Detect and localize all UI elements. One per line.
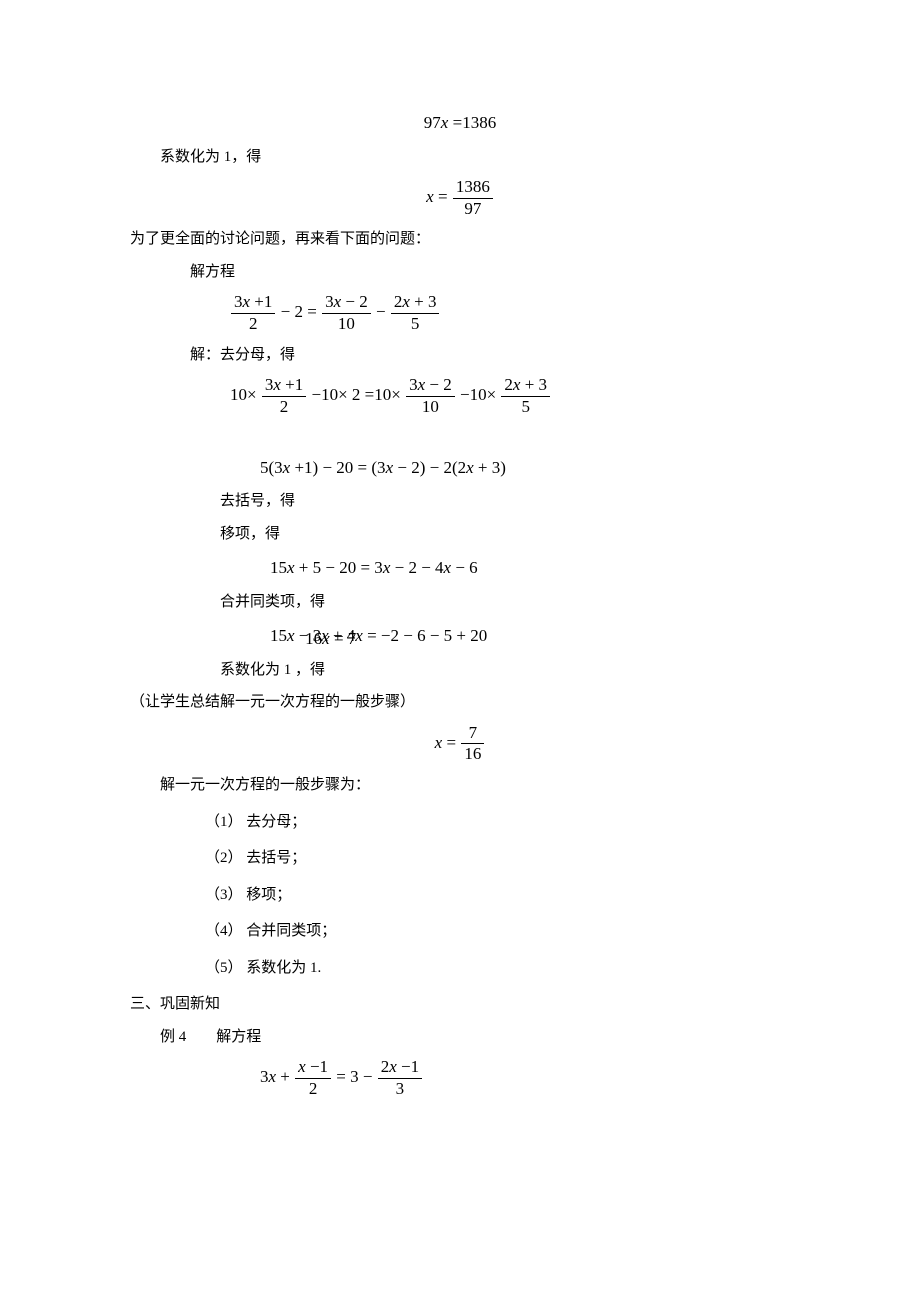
text-remove-denom: 解：去分母，得 [130, 344, 790, 367]
equation-6: 15x + 5 − 20 = 3x − 2 − 4x − 6 [130, 555, 790, 581]
text-coef-to-1: 系数化为 1，得 [130, 146, 790, 169]
text-coef-1: 系数化为 1 ，得 [130, 659, 790, 682]
equation-4: 10× 3x +1 2 −10× 2 =10× 3x − 2 10 −10× 2… [130, 376, 790, 416]
denominator: 97 [453, 199, 493, 219]
text-move-terms: 移项，得 [130, 523, 790, 546]
equation-1: 97x =1386 [130, 110, 790, 136]
equation-3: 3x +1 2 − 2 = 3x − 2 10 − 2x + 3 5 [130, 293, 790, 333]
example-4-title: 例 4 解方程 [130, 1026, 790, 1049]
equation-8: x = 7 16 [130, 724, 790, 764]
step-5: （5） 系数化为 1. [130, 957, 790, 980]
text-combine: 合并同类项，得 [130, 591, 790, 614]
text-more-discuss: 为了更全面的讨论问题，再来看下面的问题： [130, 228, 790, 251]
coef: 97 [424, 113, 441, 132]
section-3-title: 三、巩固新知 [130, 993, 790, 1016]
text-general-steps: 解一元一次方程的一般步骤为： [130, 774, 790, 797]
equation-7: 15x − 3x + 4x =16x = 7 −2 − 6 − 5 + 20 [130, 623, 790, 649]
numerator: 1386 [453, 178, 493, 199]
equation-9: 3x + x −1 2 = 3 − 2x −1 3 [130, 1058, 790, 1098]
rhs: 1386 [462, 113, 496, 132]
equation-2: x = 1386 97 [130, 178, 790, 218]
step-4: （4） 合并同类项； [130, 920, 790, 943]
text-let-student: （让学生总结解一元一次方程的一般步骤） [130, 691, 790, 714]
step-3: （3） 移项； [130, 884, 790, 907]
step-2: （2） 去括号； [130, 847, 790, 870]
text-solve-eq: 解方程 [130, 261, 790, 284]
text-remove-paren: 去括号，得 [130, 490, 790, 513]
var: x [441, 113, 449, 132]
step-1: （1） 去分母； [130, 811, 790, 834]
var: x [426, 187, 434, 206]
equation-5: 5(3x +1) − 20 = (3x − 2) − 2(2x + 3) [130, 455, 790, 481]
